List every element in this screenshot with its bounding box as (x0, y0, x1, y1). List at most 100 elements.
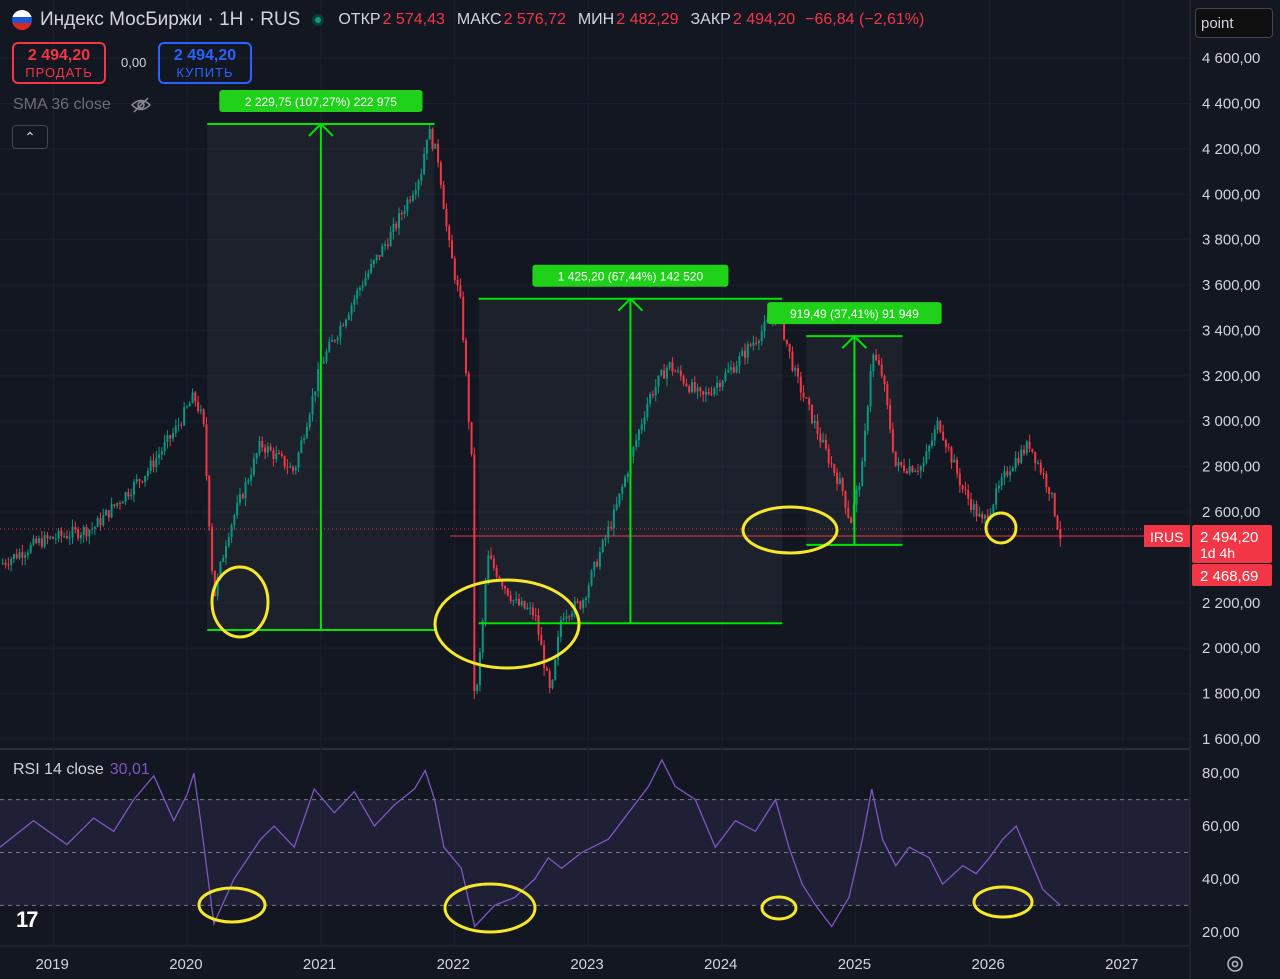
candle-body (504, 586, 507, 589)
candle-body (54, 538, 57, 540)
candle-body (342, 325, 345, 327)
high-value: 2 576,72 (503, 11, 566, 28)
sma-indicator-label[interactable]: SMA 36 close (13, 96, 111, 113)
candle-body (875, 354, 878, 361)
open-label: ОТКР (338, 11, 381, 28)
symbol-title[interactable]: Индекс МосБиржи · 1Н · RUS (40, 9, 301, 30)
candle-body (922, 462, 925, 467)
candle-body (336, 337, 339, 341)
candle-body (344, 319, 347, 326)
candle-body (364, 277, 367, 286)
candle-body (763, 321, 766, 332)
candle-body (744, 350, 747, 358)
candle-body (317, 368, 320, 392)
candle-body (685, 383, 688, 387)
candle-body (459, 285, 462, 297)
candle-body (35, 538, 38, 544)
rsi-annotation-circle (443, 882, 537, 934)
candle-body (43, 535, 46, 547)
candle-body (484, 584, 487, 621)
collapse-indicators-button[interactable]: ⌃ (12, 125, 48, 149)
candle-body (808, 398, 811, 405)
measure-label: 2 229,75 (107,27%) 222 975 (245, 95, 397, 109)
candle-body (919, 466, 922, 471)
rsi-tick-label: 40,00 (1202, 871, 1240, 888)
candle-body (420, 174, 423, 181)
candle-body (425, 139, 428, 155)
candle-body (52, 536, 55, 539)
rsi-indicator-label[interactable]: RSI 14 close 30,01 (13, 761, 150, 779)
candle-body (942, 431, 945, 441)
candle-body (163, 441, 166, 452)
candle-body (624, 477, 627, 487)
candle-body (269, 446, 272, 451)
candle-body (975, 504, 978, 517)
candle-body (113, 504, 116, 506)
candle-body (74, 526, 77, 530)
candle-body (445, 209, 448, 227)
candle-body (855, 489, 858, 505)
candle-body (272, 450, 275, 460)
candle-body (679, 370, 682, 377)
candle-body (1000, 477, 1003, 486)
candle-body (615, 504, 618, 510)
annotation-circle (984, 511, 1018, 545)
candle-body (347, 314, 350, 320)
candle-body (1028, 441, 1031, 449)
candle-body (671, 362, 674, 372)
rsi-annotation-circle (972, 885, 1034, 919)
eye-crossed-icon[interactable] (131, 96, 151, 114)
candle-body (308, 414, 311, 427)
candle-body (205, 424, 208, 477)
candle-body (79, 534, 82, 539)
candle-body (1045, 473, 1048, 488)
drawing-search-input[interactable]: point (1195, 8, 1273, 38)
candle-body (462, 296, 465, 341)
candle-body (105, 510, 108, 516)
candle-body (794, 368, 797, 371)
candle-body (696, 387, 699, 392)
candle-body (384, 244, 387, 246)
candle-body (961, 485, 964, 490)
price-tick-label: 4 400,00 (1202, 96, 1260, 113)
candle-body (983, 515, 986, 519)
price-tick-label: 3 400,00 (1202, 322, 1260, 339)
candle-body (981, 513, 984, 519)
candle-body (783, 317, 786, 340)
candle-body (149, 460, 152, 471)
candle-body (880, 364, 883, 376)
candle-body (579, 601, 582, 609)
candle-body (863, 430, 866, 462)
candle-body (473, 454, 476, 692)
candle-body (718, 382, 721, 387)
sell-button[interactable]: 2 494,20 ПРОДАТЬ (12, 42, 106, 84)
candle-body (211, 526, 214, 571)
candle-body (409, 199, 412, 201)
candle-body (587, 585, 590, 598)
candle-body (1025, 441, 1028, 454)
candle-body (395, 223, 398, 229)
time-tick-label: 2023 (570, 956, 603, 973)
candle-body (565, 616, 568, 619)
candle-body (967, 490, 970, 499)
tradingview-logo[interactable]: 17 (16, 907, 39, 932)
buy-button[interactable]: 2 494,20 КУПИТЬ (158, 42, 252, 84)
measure-label-box (767, 302, 942, 325)
time-tick-label: 2021 (303, 956, 336, 973)
price-tick-label: 4 000,00 (1202, 186, 1260, 203)
candle-body (381, 245, 384, 257)
gear-icon[interactable] (1222, 951, 1248, 977)
candle-body (311, 395, 314, 415)
time-tick-label: 2025 (838, 956, 871, 973)
candle-body (280, 453, 283, 456)
price-tick-label: 4 200,00 (1202, 141, 1260, 158)
symbol-tag: IRUS (1150, 529, 1183, 545)
candle-body (640, 424, 643, 430)
candle-body (816, 421, 819, 434)
candle-body (88, 529, 91, 537)
candle-body (230, 525, 233, 538)
candle-body (40, 538, 43, 547)
candle-body (29, 544, 32, 553)
candle-body (490, 555, 493, 559)
